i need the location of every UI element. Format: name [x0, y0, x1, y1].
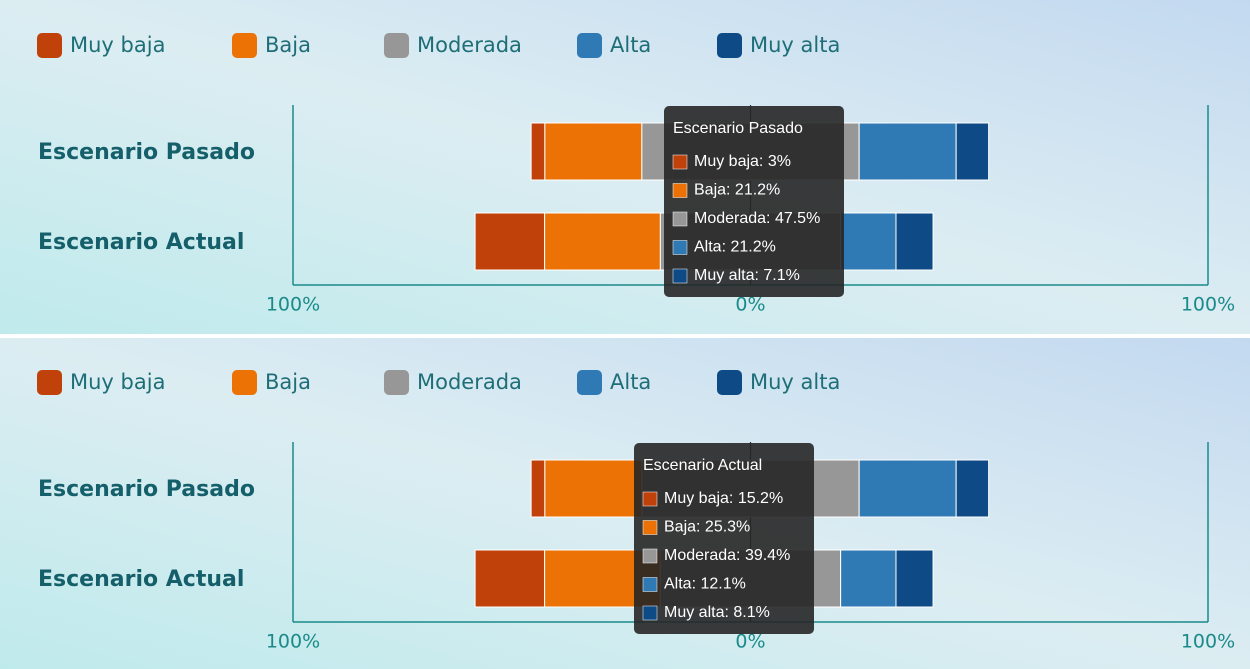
legend-label: Baja: [265, 33, 311, 57]
x-tick-label: 100%: [1181, 631, 1235, 653]
category-label: Escenario Actual: [38, 567, 244, 592]
category-label: Escenario Pasado: [38, 140, 255, 165]
bar-segment: [530, 459, 546, 518]
tooltip-item: Muy alta: 7.1%: [694, 267, 800, 284]
legend-swatch: [717, 370, 742, 395]
bar-segment: [955, 122, 990, 181]
tooltip-swatch: [642, 548, 658, 564]
chart: Muy baja Baja Moderada Alta Muy alta 100% 0% 10…: [37, 370, 1235, 653]
x-tick-label: 100%: [1181, 294, 1235, 316]
bar-segment: [544, 459, 643, 518]
bar-segment: [474, 549, 546, 608]
tooltip-swatch: [642, 491, 658, 507]
x-tick-label: 0%: [735, 294, 765, 316]
legend-swatch: [37, 33, 62, 58]
bar-segment: [955, 459, 990, 518]
tooltip-item: Moderada: 47.5%: [694, 210, 820, 227]
tooltip-swatch: [672, 211, 688, 227]
legend-label: Alta: [610, 33, 651, 57]
tooltip-swatch: [642, 605, 658, 621]
legend-label: Moderada: [417, 370, 522, 394]
tooltip-swatch: [672, 268, 688, 284]
bar-segment: [895, 549, 934, 608]
bar-segment: [530, 122, 546, 181]
tooltip-swatch: [672, 183, 688, 198]
category-label: Escenario Pasado: [38, 477, 255, 502]
tooltip-swatch: [672, 240, 688, 255]
bar-segment: [840, 549, 897, 608]
tooltip-title: Escenario Pasado: [673, 120, 803, 137]
legend-swatch: [384, 370, 409, 395]
tooltip-swatch: [642, 520, 658, 535]
panel-divider: [0, 334, 1250, 338]
tooltip-item: Moderada: 39.4%: [664, 547, 790, 564]
x-tick-label: 100%: [266, 294, 320, 316]
tooltip: [664, 106, 844, 297]
tooltip-item: Muy baja: 3%: [694, 153, 791, 170]
bar-segment: [474, 212, 546, 271]
bar-segment: [895, 212, 934, 271]
tooltip-swatch: [642, 577, 658, 592]
tooltip-item: Muy baja: 15.2%: [664, 490, 783, 507]
tooltip-item: Muy alta: 8.1%: [664, 604, 770, 621]
tooltip-swatch: [672, 154, 688, 170]
legend-swatch: [717, 33, 742, 58]
bar-segment: [858, 122, 957, 181]
tooltip-item: Alta: 21.2%: [694, 239, 776, 256]
legend-swatch: [37, 370, 62, 395]
x-tick-label: 0%: [735, 631, 765, 653]
tooltip: [634, 443, 814, 634]
tooltip-item: Alta: 12.1%: [664, 576, 746, 593]
legend-label: Baja: [265, 370, 311, 394]
legend-label: Muy alta: [750, 370, 840, 394]
legend-label: Muy alta: [750, 33, 840, 57]
legend-swatch: [232, 33, 257, 58]
bar-segment: [544, 212, 661, 271]
category-label: Escenario Actual: [38, 230, 244, 255]
x-tick-label: 100%: [266, 631, 320, 653]
legend-swatch: [577, 33, 602, 58]
bar-segment: [544, 122, 643, 181]
legend-label: Moderada: [417, 33, 522, 57]
legend-label: Alta: [610, 370, 651, 394]
legend-swatch: [577, 370, 602, 395]
legend-label: Muy baja: [70, 370, 165, 394]
bar-segment: [840, 212, 897, 271]
chart: Muy baja Baja Moderada Alta Muy alta 100% 0% 10…: [37, 33, 1235, 316]
legend-swatch: [384, 33, 409, 58]
tooltip-item: Baja: 21.2%: [694, 182, 780, 199]
legend-label: Muy baja: [70, 33, 165, 57]
tooltip-item: Baja: 25.3%: [664, 519, 750, 536]
tooltip-title: Escenario Actual: [643, 457, 762, 474]
bar-segment: [858, 459, 957, 518]
legend-swatch: [232, 370, 257, 395]
